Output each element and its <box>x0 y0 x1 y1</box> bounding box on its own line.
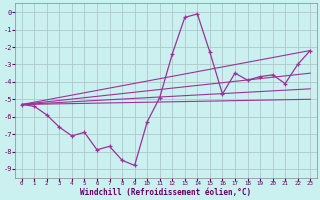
X-axis label: Windchill (Refroidissement éolien,°C): Windchill (Refroidissement éolien,°C) <box>80 188 252 197</box>
